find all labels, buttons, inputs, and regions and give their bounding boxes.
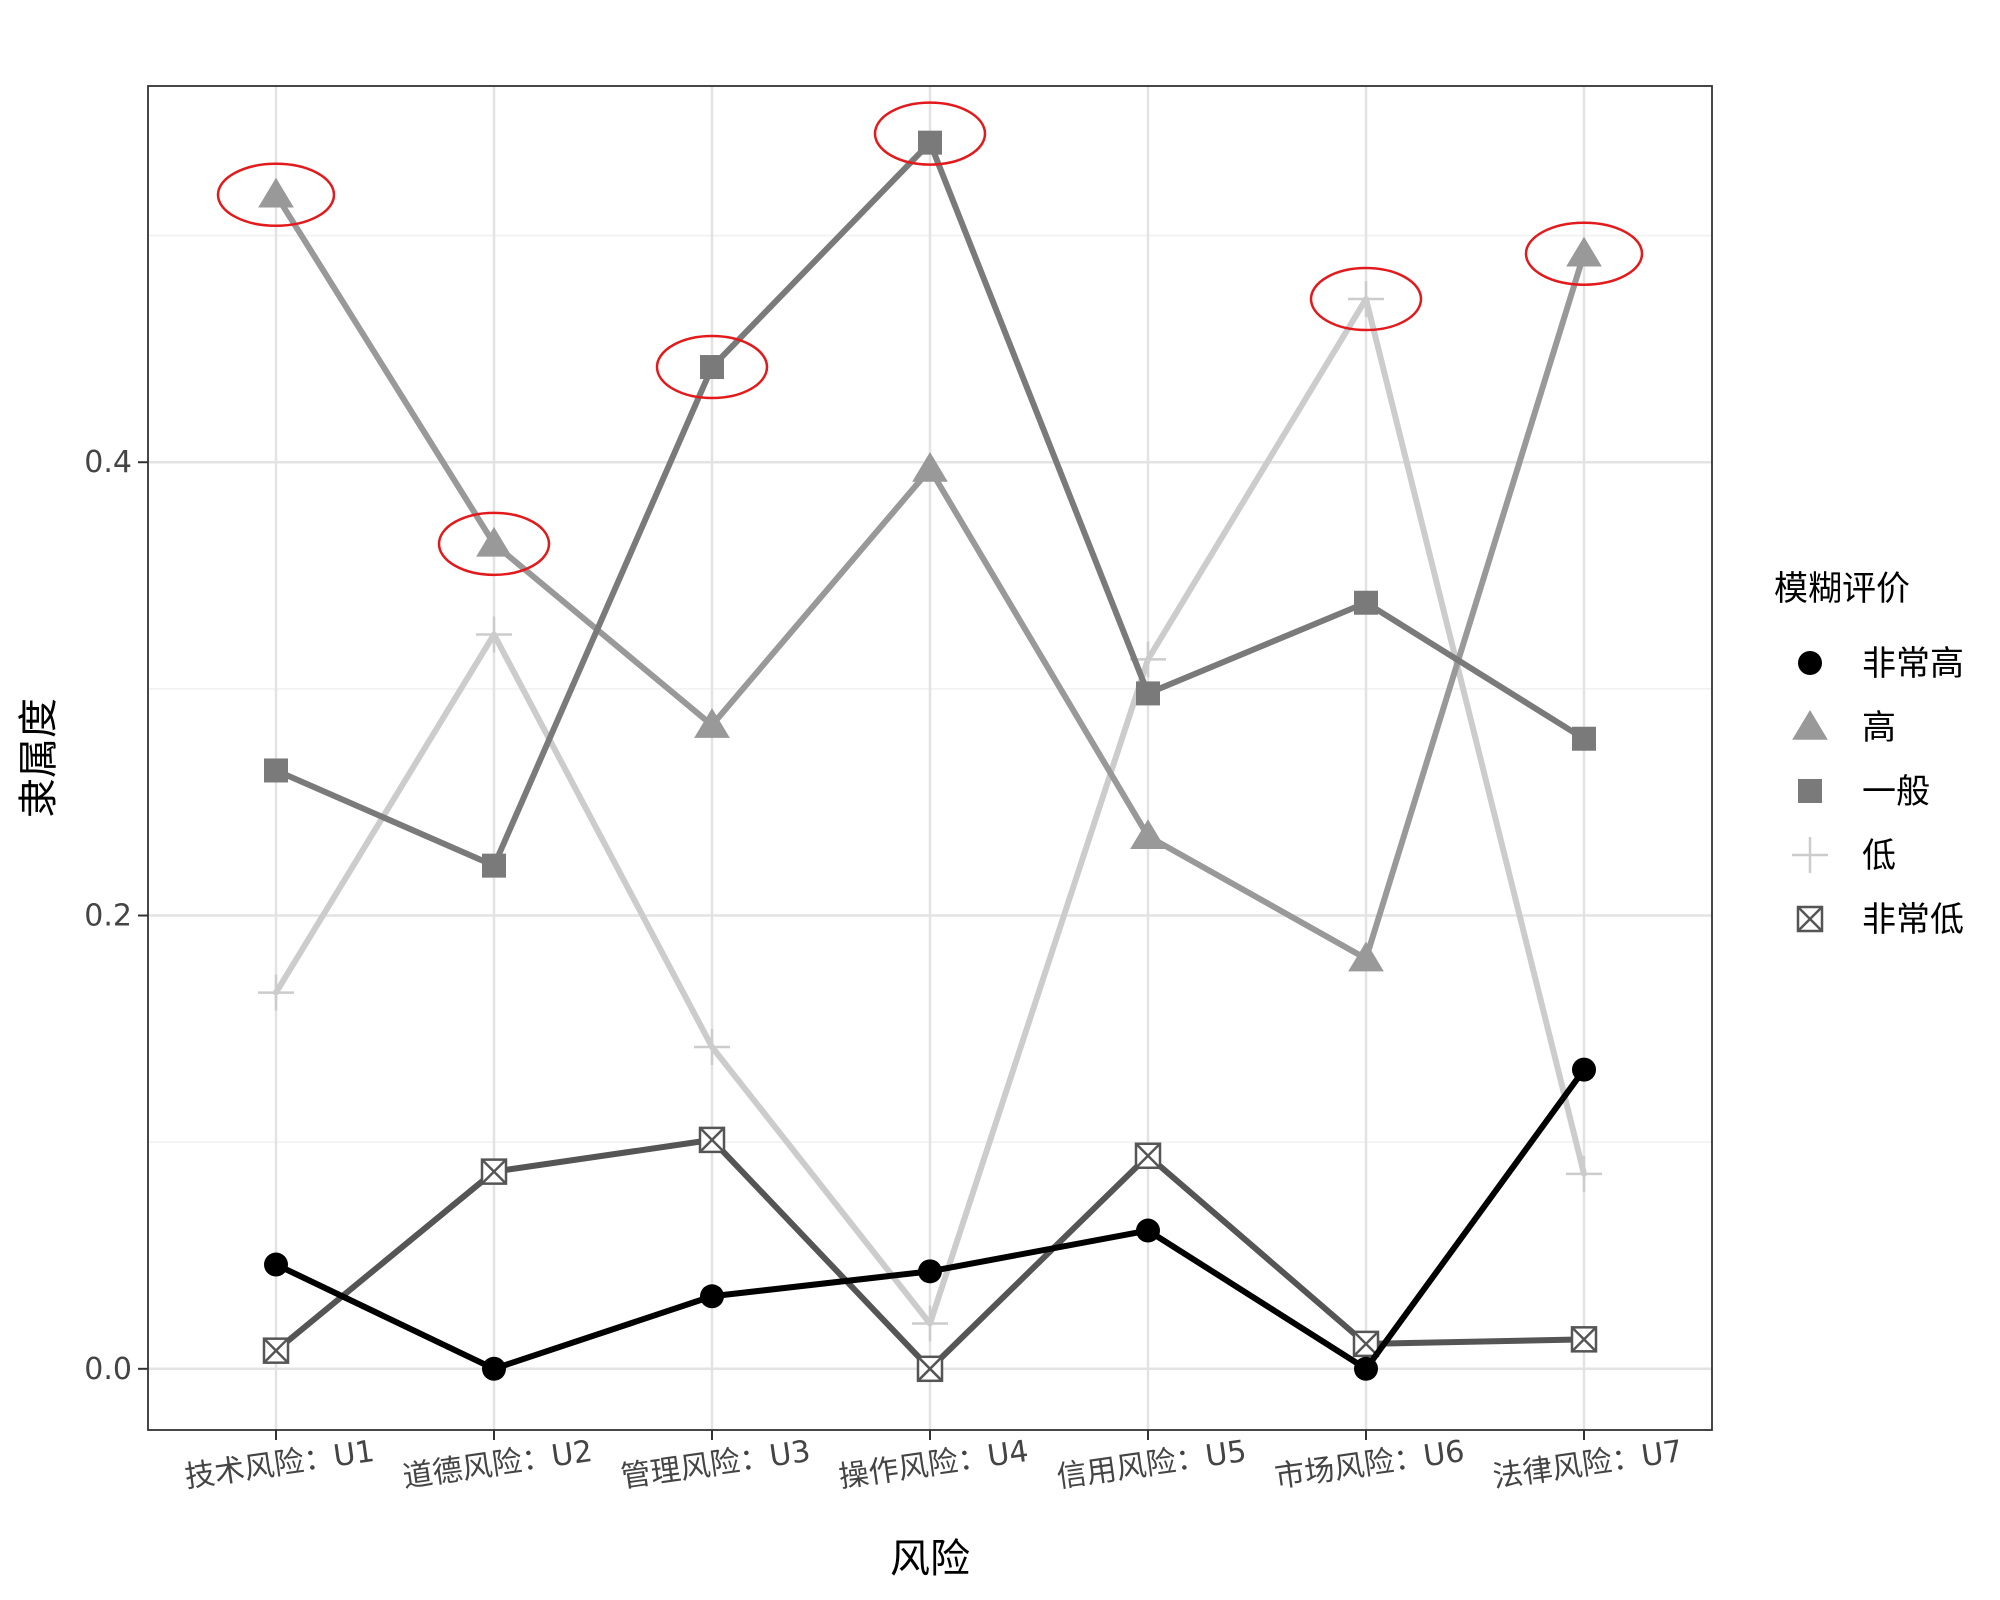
- box-mark-diag2: [263, 1337, 289, 1364]
- series-point: [1348, 281, 1384, 318]
- y-tick-label: 0.4: [84, 445, 132, 480]
- series-point: [1798, 779, 1822, 803]
- series-point: [1354, 1356, 1378, 1381]
- y-axis: 0.0 0.2 0.4: [84, 445, 148, 1387]
- box-mark-diag2: [481, 1158, 507, 1185]
- x-tick-label: 操作风险：U4: [837, 1434, 1031, 1495]
- series-point: [1354, 590, 1378, 615]
- box-mark-diag2: [917, 1355, 943, 1382]
- series-point: [916, 1355, 944, 1383]
- series-point: [264, 1252, 288, 1277]
- series-boxx: [262, 1126, 1598, 1383]
- series-point: [1798, 651, 1822, 675]
- series-point: [912, 452, 948, 482]
- legend-item: 一般: [1798, 772, 1930, 812]
- series-layer: [258, 130, 1602, 1383]
- legend-item: 非常低: [1796, 900, 1964, 940]
- series-point: [1570, 1326, 1598, 1353]
- x-tick-label: 信用风险：U5: [1055, 1434, 1249, 1495]
- series-point: [700, 1284, 724, 1309]
- legend-label: 低: [1862, 836, 1896, 876]
- box-mark-diag2: [1135, 1142, 1161, 1169]
- series-point: [1572, 726, 1596, 751]
- series-point: [258, 974, 294, 1011]
- series-point: [698, 1126, 726, 1154]
- series-point: [694, 1028, 730, 1065]
- series-point: [1348, 941, 1384, 972]
- series-point: [482, 1356, 506, 1381]
- x-axis-title: 风险: [890, 1536, 970, 1582]
- series-point: [1796, 905, 1824, 933]
- series-point: [480, 1158, 508, 1185]
- highlight-ellipse: [1309, 266, 1423, 332]
- series-point: [264, 758, 288, 783]
- series-point: [482, 853, 506, 878]
- legend-label: 高: [1862, 708, 1896, 748]
- legend-title: 模糊评价: [1774, 569, 1910, 609]
- x-tick-label: 技术风险：U1: [183, 1434, 377, 1495]
- series-point: [258, 177, 294, 208]
- highlight-ellipse: [437, 511, 551, 577]
- series-point: [476, 526, 512, 557]
- legend-label: 非常低: [1862, 900, 1964, 940]
- series-triangle: [258, 177, 1602, 972]
- x-tick-label: 法律风险：U7: [1491, 1434, 1685, 1495]
- legend-label: 一般: [1862, 772, 1930, 812]
- legend-item: 高: [1792, 708, 1896, 748]
- x-tick-label: 市场风险：U6: [1273, 1434, 1467, 1495]
- series-point: [700, 355, 724, 380]
- series-point: [694, 708, 730, 738]
- grid: [148, 86, 1712, 1430]
- series-point: [918, 130, 942, 155]
- series-point: [1572, 1057, 1596, 1082]
- highlight-ellipse: [216, 162, 336, 228]
- annotation-layer: [216, 101, 1644, 577]
- y-tick-label: 0.2: [84, 899, 132, 934]
- legend-item: 非常高: [1798, 644, 1964, 684]
- series-point: [1792, 710, 1828, 740]
- series-point: [262, 1337, 290, 1364]
- series-square: [264, 130, 1596, 878]
- series-point: [1134, 1142, 1162, 1170]
- series-point: [476, 616, 512, 653]
- x-tick-label: 道德风险：U2: [401, 1434, 595, 1495]
- legend-item: 低: [1792, 836, 1896, 876]
- x-axis: 技术风险：U1 道德风险：U2 管理风险：U3 操作风险：U4 信用风险：U5 市场风险：…: [183, 1430, 1685, 1495]
- series-circle: [264, 1057, 1596, 1381]
- series-point: [1352, 1330, 1380, 1358]
- highlight-ellipse: [873, 101, 987, 166]
- y-axis-title: 隶属度: [16, 698, 62, 818]
- series-point: [1792, 837, 1828, 873]
- series-point: [912, 1305, 948, 1342]
- box-mark-diag2: [1797, 906, 1823, 932]
- box-mark-diag2: [1571, 1326, 1597, 1353]
- highlight-ellipse: [1524, 221, 1644, 286]
- box-mark-diag2: [1353, 1330, 1379, 1357]
- y-tick-label: 0.0: [84, 1352, 132, 1387]
- series-point: [1136, 681, 1160, 706]
- legend-label: 非常高: [1862, 644, 1964, 684]
- highlight-ellipse: [655, 334, 769, 400]
- series-point: [1566, 1155, 1602, 1192]
- series-point: [918, 1259, 942, 1284]
- series-plus: [258, 281, 1602, 1342]
- series-point: [1136, 1218, 1160, 1243]
- series-point: [1130, 819, 1166, 849]
- x-tick-label: 管理风险：U3: [619, 1434, 813, 1495]
- series-point: [1566, 236, 1602, 267]
- box-mark-diag2: [699, 1127, 725, 1153]
